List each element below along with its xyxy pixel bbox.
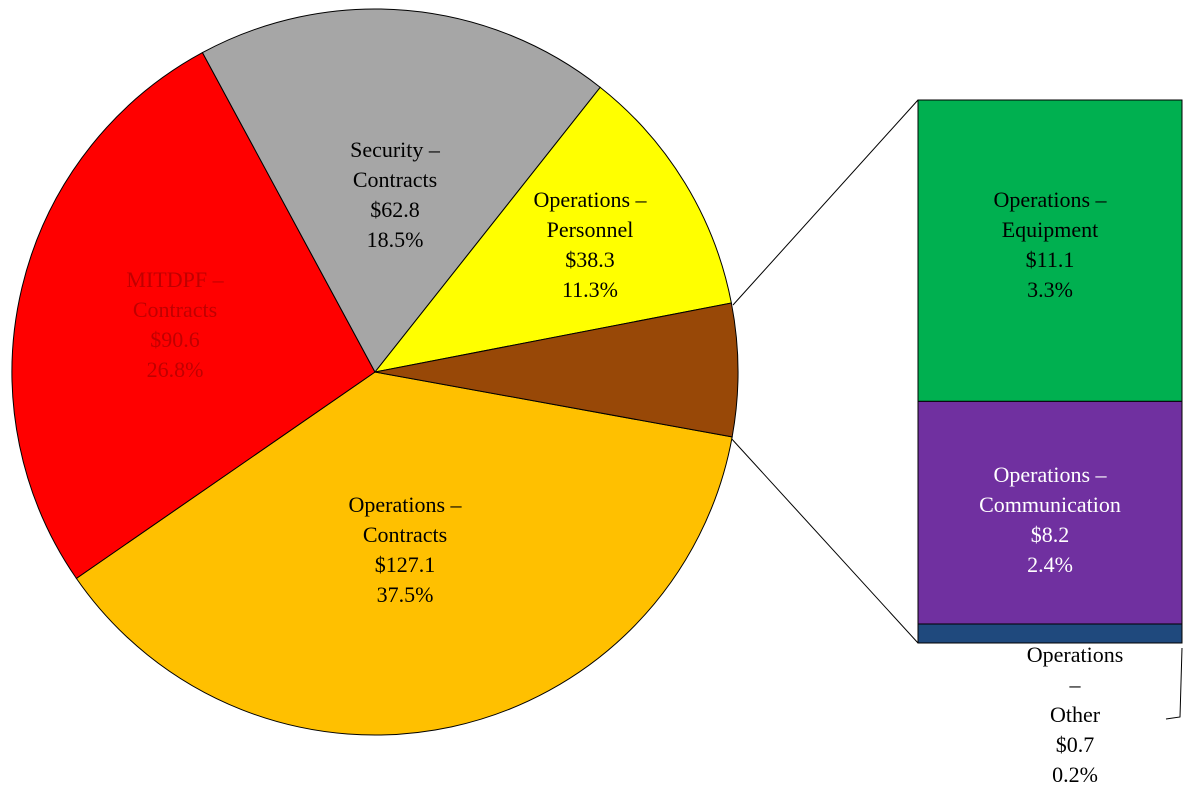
label-name: MITDPF – Contracts [126, 267, 224, 322]
label-name: Operations – Contracts [348, 492, 462, 547]
label-name: Operations – Equipment [993, 187, 1107, 242]
data-label: Operations – Communication $8.2 2.4% [979, 460, 1121, 580]
label-value: $127.1 [374, 552, 436, 577]
label-value: $0.7 [1055, 732, 1095, 757]
data-label: MITDPF – Contracts $90.6 26.8% [126, 265, 223, 385]
label-value: 0.2% [1052, 762, 1098, 787]
pie-slice [11, 51, 376, 580]
data-label: Operations – Equipment $11.1 3.3% [993, 185, 1106, 305]
label-value: $38.3 [565, 247, 615, 272]
data-label: Operations – Other $0.7 0.2% [1021, 640, 1129, 790]
label-name: Operations – Personnel [533, 187, 647, 242]
label-value: $11.1 [1025, 247, 1075, 272]
bar-segment [917, 623, 1183, 644]
data-label: Operations – Personnel $38.3 11.3% [533, 185, 646, 305]
pie-slice [201, 8, 601, 373]
bar-segment [917, 99, 1183, 402]
label-value: 26.8% [146, 357, 204, 382]
label-value: 18.5% [366, 227, 424, 252]
label-value: $62.8 [370, 197, 420, 222]
label-name: Operations – Other [1026, 642, 1124, 727]
connector-line [732, 99, 919, 306]
leader-line [1165, 647, 1183, 720]
label-value: 37.5% [376, 582, 434, 607]
label-name: Operations – Communication [979, 462, 1121, 517]
connector-line [729, 436, 919, 644]
data-label: Operations – Contracts $127.1 37.5% [348, 490, 461, 610]
data-label: Security – Contracts $62.8 18.5% [350, 135, 440, 255]
label-name: Security – Contracts [350, 137, 440, 192]
label-value: $8.2 [1030, 522, 1070, 547]
label-value: 2.4% [1027, 552, 1073, 577]
pie-slice [374, 302, 739, 438]
label-value: 3.3% [1027, 277, 1073, 302]
label-value: 11.3% [561, 277, 618, 302]
pie-slice [75, 371, 733, 736]
pie-slice [373, 86, 732, 373]
label-value: $90.6 [150, 327, 200, 352]
bar-segment [917, 400, 1183, 625]
